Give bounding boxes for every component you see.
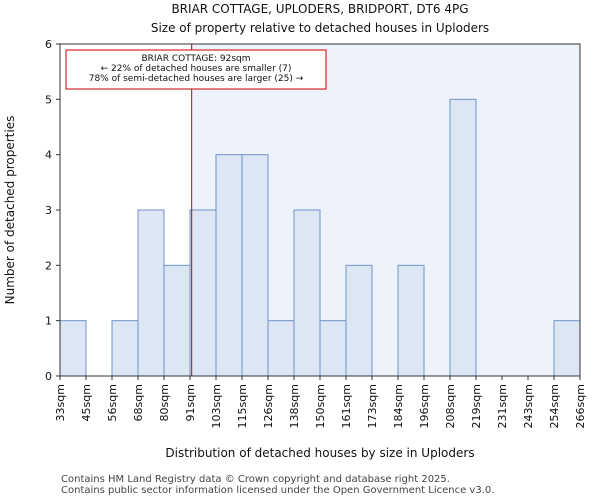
x-tick-label-56sqm: 56sqm: [106, 384, 119, 421]
x-tick-label-126sqm: 126sqm: [262, 384, 275, 428]
x-tick-label-33sqm: 33sqm: [54, 384, 67, 421]
x-axis-label: Distribution of detached houses by size …: [165, 446, 474, 460]
bar-103sqm: [215, 154, 243, 377]
x-tick-label-219sqm: 219sqm: [470, 384, 483, 428]
bar-91sqm: [189, 209, 217, 377]
y-tick-label-5: 5: [45, 93, 52, 106]
footer-line-2: Contains public sector information licen…: [61, 485, 495, 496]
x-tick-label-115sqm: 115sqm: [236, 384, 249, 428]
y-tick-label-6: 6: [45, 38, 52, 51]
chart-title: BRIAR COTTAGE, UPLODERS, BRIDPORT, DT6 4…: [171, 2, 468, 16]
footer-line-1: Contains HM Land Registry data © Crown c…: [61, 474, 450, 485]
x-tick-label-161sqm: 161sqm: [340, 384, 353, 428]
bar-208sqm: [449, 98, 477, 377]
x-tick-label-184sqm: 184sqm: [392, 384, 405, 428]
x-tick-label-196sqm: 196sqm: [418, 384, 431, 428]
bar-161sqm: [345, 264, 373, 377]
x-tick-label-103sqm: 103sqm: [210, 384, 223, 428]
bar-33sqm: [59, 320, 87, 377]
y-tick-label-2: 2: [45, 259, 52, 272]
y-tick-label-3: 3: [45, 204, 52, 217]
annotation-box: [65, 49, 327, 90]
bar-254sqm: [553, 320, 581, 377]
x-tick-label-254sqm: 254sqm: [548, 384, 561, 428]
bar-126sqm: [267, 320, 295, 377]
y-axis-label: Number of detached properties: [3, 116, 17, 305]
x-tick-label-80sqm: 80sqm: [158, 384, 171, 421]
bar-184sqm: [397, 264, 425, 377]
x-tick-label-45sqm: 45sqm: [80, 384, 93, 421]
x-tick-label-150sqm: 150sqm: [314, 384, 327, 428]
y-tick-label-1: 1: [45, 315, 52, 328]
x-tick-label-91sqm: 91sqm: [184, 384, 197, 421]
annotation-line-2: ← 22% of detached houses are smaller (7): [101, 64, 292, 74]
y-tick-label-4: 4: [45, 149, 52, 162]
x-tick-label-266sqm: 266sqm: [574, 384, 587, 428]
x-tick-label-231sqm: 231sqm: [496, 384, 509, 428]
annotation-line-1: BRIAR COTTAGE: 92sqm: [141, 54, 250, 64]
x-tick-label-68sqm: 68sqm: [132, 384, 145, 421]
x-tick-label-173sqm: 173sqm: [366, 384, 379, 428]
chart-subtitle: Size of property relative to detached ho…: [151, 21, 489, 35]
plot-area: 0 1 2 3 4 5 6 33sqm 45sqm 56sqm 68sqm 80sqm 91sqm 103…: [45, 38, 587, 428]
x-tick-label-243sqm: 243sqm: [522, 384, 535, 428]
bar-150sqm: [319, 320, 347, 377]
annotation-line-3: 78% of semi-detached houses are larger (…: [89, 74, 304, 84]
bar-115sqm: [241, 154, 269, 377]
y-tick-label-0: 0: [45, 370, 52, 383]
bar-56sqm: [111, 320, 139, 377]
x-tick-label-138sqm: 138sqm: [288, 384, 301, 428]
bar-80sqm: [163, 264, 191, 377]
bar-68sqm: [137, 209, 165, 377]
x-tick-label-208sqm: 208sqm: [444, 384, 457, 428]
bar-138sqm: [293, 209, 321, 377]
